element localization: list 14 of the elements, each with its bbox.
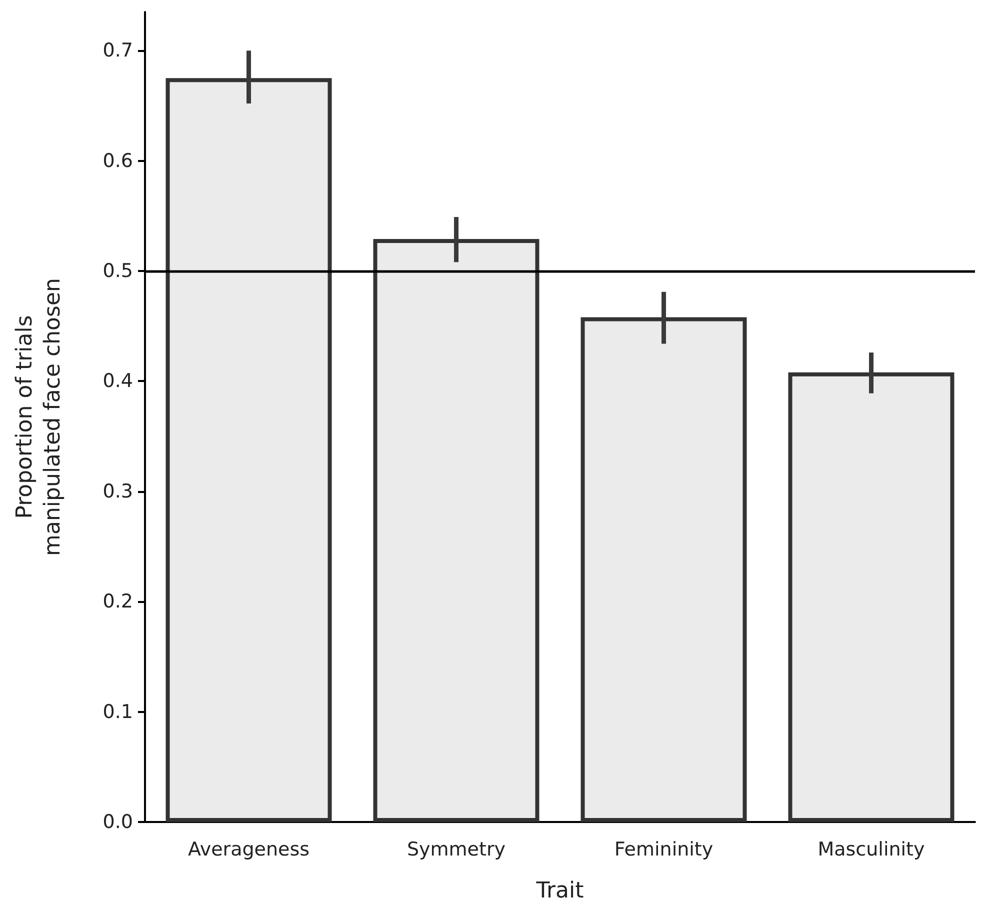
y-tick-label: 0.2 [102, 590, 133, 613]
y-tick-label: 0.4 [102, 370, 133, 392]
x-tick-label: Symmetry [406, 838, 506, 860]
x-tick-label: Femininity [614, 838, 714, 860]
y-tick-label: 0.7 [102, 40, 133, 62]
y-tick-label: 0.6 [102, 150, 133, 172]
y-tick-label: 0.3 [102, 480, 133, 502]
x-tick-label: Masculinity [818, 838, 925, 860]
y-tick-label: 0.5 [102, 260, 133, 282]
y-tick-label: 0.0 [102, 811, 133, 833]
x-tick-label: Averageness [188, 838, 310, 860]
y-tick-label: 0.1 [102, 700, 133, 723]
x-axis-title: Trait [535, 878, 584, 904]
y-axis-title: Proportion of trials manipulated face chosen [12, 278, 66, 556]
